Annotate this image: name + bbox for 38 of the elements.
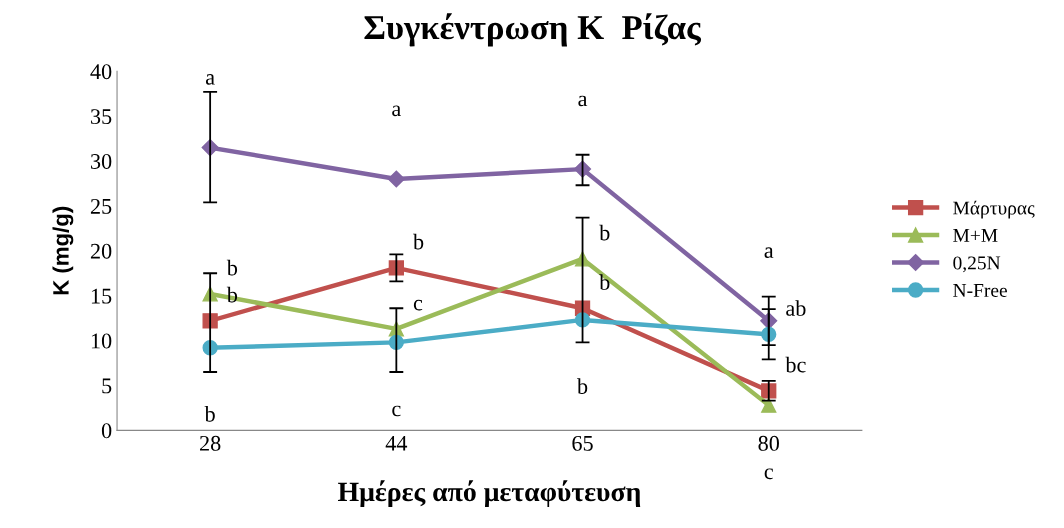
y-tick-label: 0 <box>101 423 112 439</box>
annotation: a <box>205 74 215 85</box>
legend-label: N-Free <box>953 284 1007 297</box>
y-tick-label: 15 <box>91 288 112 304</box>
point <box>387 170 405 188</box>
legend-label: Μάρτυρας <box>953 200 1035 219</box>
annotation: c <box>413 299 423 311</box>
y-axis-title: K (mg/g) <box>52 206 74 295</box>
x-tick-label: 44 <box>385 435 408 451</box>
annotation: a <box>392 105 401 117</box>
annotation: b <box>599 274 610 290</box>
annotation: b <box>599 224 610 241</box>
legend-label: M+M <box>953 229 998 242</box>
annotation: b <box>413 233 424 250</box>
annotation: a <box>764 247 774 258</box>
legend-label: 0,25N <box>953 256 1001 273</box>
point <box>574 312 591 328</box>
x-tick-label: 28 <box>200 435 221 451</box>
point <box>761 397 777 413</box>
annotation: c <box>392 405 401 417</box>
y-tick-label: 10 <box>91 333 112 349</box>
chart-title: Συγκέντρωση Κ Ρίζας <box>364 13 702 47</box>
y-tick-label: 25 <box>90 198 112 214</box>
y-tick-label: 30 <box>91 153 112 169</box>
y-tick-label: 40 <box>90 64 112 80</box>
annotation: b <box>226 259 238 276</box>
annotation: a <box>578 95 588 107</box>
annotation: b <box>576 378 588 394</box>
y-tick-label: 20 <box>90 243 112 259</box>
x-tick-label: 80 <box>758 435 779 451</box>
y-tick-label: 35 <box>91 109 112 125</box>
annotation: b <box>204 406 215 422</box>
x-axis-title: Ημέρες από μεταφύτευση <box>338 480 641 507</box>
x-tick-label: 65 <box>572 435 593 451</box>
annotation: bc <box>785 356 806 373</box>
annotation: c <box>764 468 773 480</box>
annotation: ab <box>786 300 806 316</box>
y-tick-label: 5 <box>102 378 112 394</box>
